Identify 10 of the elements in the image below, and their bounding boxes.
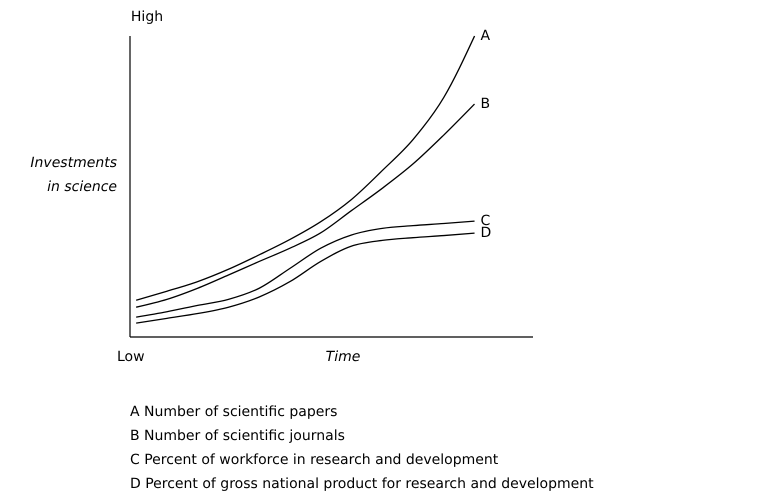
y-axis-title: Investments in science xyxy=(30,155,117,195)
text: A Number of scientific papers xyxy=(130,404,338,420)
text: High xyxy=(130,9,164,25)
series-label: A xyxy=(480,28,491,44)
text: C Percent of workforce in research and development xyxy=(130,452,499,468)
x-axis-title: Time xyxy=(326,349,360,365)
text: B Number of scientific journals xyxy=(130,428,345,444)
text: Low xyxy=(117,349,145,365)
text: D Percent of gross national product for research and development xyxy=(130,476,594,492)
series-label: B xyxy=(480,96,490,112)
